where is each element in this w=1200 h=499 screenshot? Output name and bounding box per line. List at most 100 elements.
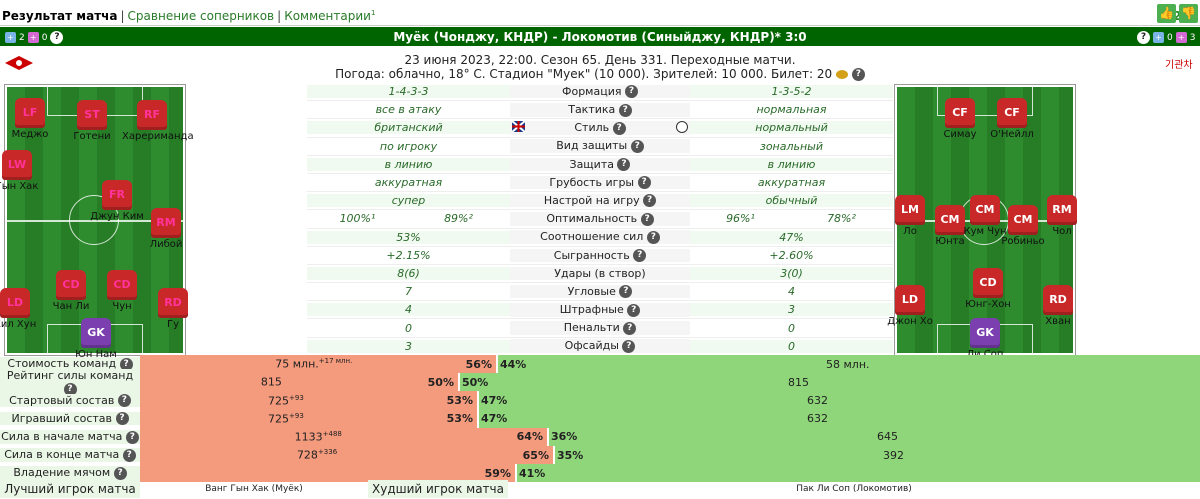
stat-away: 1-3-5-2 xyxy=(690,85,893,99)
player[interactable]: CM Робиньо xyxy=(993,205,1053,247)
stat-away: обычный xyxy=(690,194,893,208)
home-percent: 65% xyxy=(522,448,549,462)
stat-label-text: Вид защиты xyxy=(556,139,628,153)
away-team-logo[interactable]: 기관차 xyxy=(1165,60,1193,71)
player[interactable]: CF О'Нейлл xyxy=(982,98,1042,140)
away-percent: 44% xyxy=(500,357,527,371)
home-team-logo[interactable] xyxy=(5,56,33,70)
away-bar: 44% 58 млн. xyxy=(496,355,1200,374)
stat-label-text: Штрафные xyxy=(559,303,624,317)
player-name: Кум Чун xyxy=(963,226,1007,237)
thumbs-up-icon[interactable]: 👍 xyxy=(1157,4,1176,23)
help-icon[interactable]: ? xyxy=(640,212,654,226)
away-percent: 36% xyxy=(551,430,578,444)
player[interactable]: LD Джон Хо xyxy=(880,285,940,327)
comparison-row: Игравший состав ? 725+93 53% 47% 632 xyxy=(0,409,1200,428)
player[interactable]: RD Гу xyxy=(143,288,203,330)
plus-icon: + xyxy=(1153,32,1164,43)
stat-label: Вид защиты ? xyxy=(510,139,690,153)
stat-label-text: Офсайды xyxy=(564,339,619,353)
stat-label: Формация ? xyxy=(510,84,690,99)
player-shirt-icon: LD xyxy=(0,288,30,318)
help-icon[interactable]: ? xyxy=(63,382,77,396)
home-value: 725+93 xyxy=(268,411,304,426)
player-shirt-icon: CF xyxy=(997,98,1027,128)
stat-label-text: Настрой на игру xyxy=(543,193,640,207)
stat-home: 7 xyxy=(405,285,412,299)
help-icon[interactable]: ? xyxy=(622,339,636,353)
stat-home: аккуратная xyxy=(374,176,443,190)
help-icon[interactable]: ? xyxy=(117,394,131,408)
stat-row: все в атаку Тактика ? нормальная xyxy=(307,101,893,120)
help-icon[interactable]: ? xyxy=(643,194,657,208)
left-badges: +2 +0 ? xyxy=(5,31,64,44)
player-name: Кил Хун xyxy=(0,319,37,330)
help-icon[interactable]: ? xyxy=(624,85,638,99)
help-icon[interactable]: ? xyxy=(627,303,641,317)
comparison-row: Стартовый состав ? 725+93 53% 47% 632 xyxy=(0,391,1200,410)
stat-row: супер Настрой на игру ? обычный xyxy=(307,192,893,211)
player[interactable]: ST Готени xyxy=(62,100,122,142)
comparison-label: Рейтинг силы команд ? xyxy=(0,369,140,396)
player[interactable]: CD Чан Ли xyxy=(41,270,101,312)
player[interactable]: CD Юнг-Хон xyxy=(958,268,1018,310)
player[interactable]: RM Либой xyxy=(136,208,196,250)
stat-home: по игроку xyxy=(379,139,438,153)
worst-player[interactable]: Пак Ли Соп (Локомотив) xyxy=(796,484,912,494)
help-icon[interactable]: ? xyxy=(115,412,129,426)
stat-label: Соотношение сил ? xyxy=(510,230,690,244)
help-icon[interactable]: ? xyxy=(113,466,127,480)
help-icon[interactable]: ? xyxy=(623,321,637,335)
match-weather: Погода: облачно, 18° С. Стадион "Муек" (… xyxy=(0,67,1200,81)
help-icon[interactable]: ? xyxy=(617,158,631,172)
player[interactable]: CM Юнта xyxy=(920,205,980,247)
player[interactable]: LDКил Хун xyxy=(0,288,45,330)
player[interactable]: LF Меджо xyxy=(0,98,60,140)
help-icon[interactable]: ? xyxy=(119,357,133,371)
badge-count: 0 xyxy=(41,32,48,43)
thumbs-down-icon[interactable]: 👎 xyxy=(1179,4,1198,23)
stat-label: Удары (в створ) xyxy=(510,266,690,280)
player[interactable]: RM Чол xyxy=(1032,195,1092,237)
help-icon[interactable]: ? xyxy=(646,230,660,244)
tab-comments[interactable]: Комментарии xyxy=(284,9,371,23)
player[interactable]: RF Харериманда xyxy=(122,100,194,142)
player[interactable]: FR Джун Ким xyxy=(87,180,147,222)
stat-label: Пенальти ? xyxy=(510,321,690,335)
stat-home: британский xyxy=(307,121,510,135)
stat-label: Сыгранность ? xyxy=(510,248,690,263)
help-icon[interactable]: ? xyxy=(851,68,865,81)
help-icon[interactable]: ? xyxy=(637,176,651,190)
help-icon[interactable]: ? xyxy=(633,249,647,263)
home-bar: 59% xyxy=(140,464,515,483)
player[interactable]: GKЛи Соп xyxy=(955,318,1015,360)
help-icon[interactable]: ? xyxy=(618,103,632,117)
comparison-bar: 59% 41% xyxy=(140,464,1200,483)
player[interactable]: CD Чун xyxy=(92,270,152,312)
player-shirt-icon: LF xyxy=(15,98,45,128)
help-icon[interactable]: ? xyxy=(1137,31,1150,44)
player[interactable]: CM Кум Чун xyxy=(955,195,1015,237)
match-header-bar xyxy=(0,27,1200,46)
comparison-label-text: Стартовый состав xyxy=(9,393,115,407)
help-icon[interactable]: ? xyxy=(50,31,64,44)
comparison-bar: 75 млн.+17 млн. 56% 44% 58 млн. xyxy=(140,355,1200,374)
stat-away: 3(0) xyxy=(690,266,893,280)
player[interactable]: GK Юн Нам xyxy=(66,318,126,360)
player[interactable]: LWГын Хак xyxy=(0,150,47,192)
help-icon[interactable]: ? xyxy=(630,139,644,153)
tab-result[interactable]: Результат матча xyxy=(2,9,118,23)
player[interactable]: RD Хван xyxy=(1028,285,1088,327)
stat-away-2: 78%² xyxy=(827,212,856,226)
best-player[interactable]: Ванг Гын Хак (Муёк) xyxy=(205,484,303,494)
minus-icon: + xyxy=(27,32,39,43)
help-icon[interactable]: ? xyxy=(122,448,136,462)
player[interactable]: LM Ло xyxy=(880,195,940,237)
tab-compare[interactable]: Сравнение соперников xyxy=(127,9,275,23)
help-icon[interactable]: ? xyxy=(612,121,626,135)
player[interactable]: CF Симау xyxy=(930,98,990,140)
help-icon[interactable]: ? xyxy=(619,285,633,299)
player-shirt-icon: CM xyxy=(1008,205,1038,235)
help-icon[interactable]: ? xyxy=(125,430,139,444)
stat-label-text: Формация xyxy=(562,84,622,98)
